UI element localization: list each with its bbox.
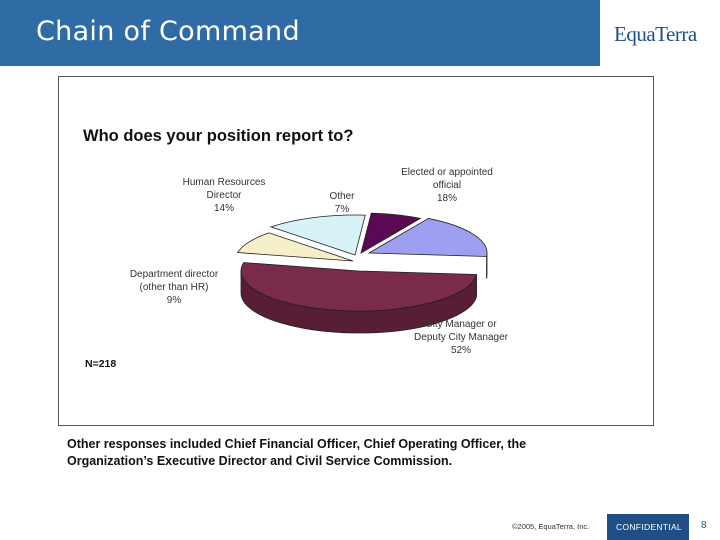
pie-label-2-line-1: Department director <box>130 269 219 280</box>
pie-slice-5 <box>367 218 488 279</box>
pie-label-4-line-1: Other <box>329 191 355 202</box>
pie-labels: City Manager or Deputy City Manager 52% Dep… <box>130 167 509 356</box>
caption-line-1: Other responses included Chief Financial… <box>67 437 527 451</box>
sample-size-note: N=218 <box>85 358 116 370</box>
pie-label-2-line-3: 9% <box>167 295 182 306</box>
copyright: ©2005, EquaTerra, Inc. <box>512 522 590 531</box>
pie-label-3-line-1: Human Resources <box>183 177 266 188</box>
pie-slice-2 <box>236 232 354 262</box>
pie-label-1-line-2: Deputy City Manager <box>414 332 509 343</box>
pie-slice-3 <box>269 214 366 256</box>
confidential-label: CONFIDENTIAL <box>616 522 682 532</box>
pie-label-1-line-3: 52% <box>451 345 471 356</box>
page-title: Chain of Command <box>36 16 300 47</box>
caption-line-2: Organization’s Executive Director and Ci… <box>67 454 453 468</box>
pie-label-5-line-1: Elected or appointed <box>401 167 493 178</box>
pie-slice-1 <box>240 262 478 334</box>
pie-label-3-line-2: Director <box>206 190 242 201</box>
page-number: 8 <box>701 520 707 531</box>
pie-slice-4 <box>360 212 422 254</box>
caption: Other responses included Chief Financial… <box>67 436 627 470</box>
header-bar <box>0 0 600 66</box>
pie-label-3-line-3: 14% <box>214 203 234 214</box>
equaterra-logo: EquaTerra <box>614 22 697 46</box>
confidential-box <box>607 514 689 540</box>
pie-label-2-line-2: (other than HR) <box>140 282 209 293</box>
pie-label-1-line-1: City Manager or <box>425 319 497 330</box>
pie-label-5-line-3: 18% <box>437 193 457 204</box>
chart-frame: Who does your position report to? N=218 … <box>58 76 654 426</box>
pie-label-4-line-2: 7% <box>335 204 350 215</box>
pie-slices <box>236 212 488 334</box>
chart-title: Who does your position report to? <box>83 127 353 145</box>
pie-label-5-line-2: official <box>433 180 461 191</box>
pie-chart: Who does your position report to? N=218 … <box>83 127 509 370</box>
